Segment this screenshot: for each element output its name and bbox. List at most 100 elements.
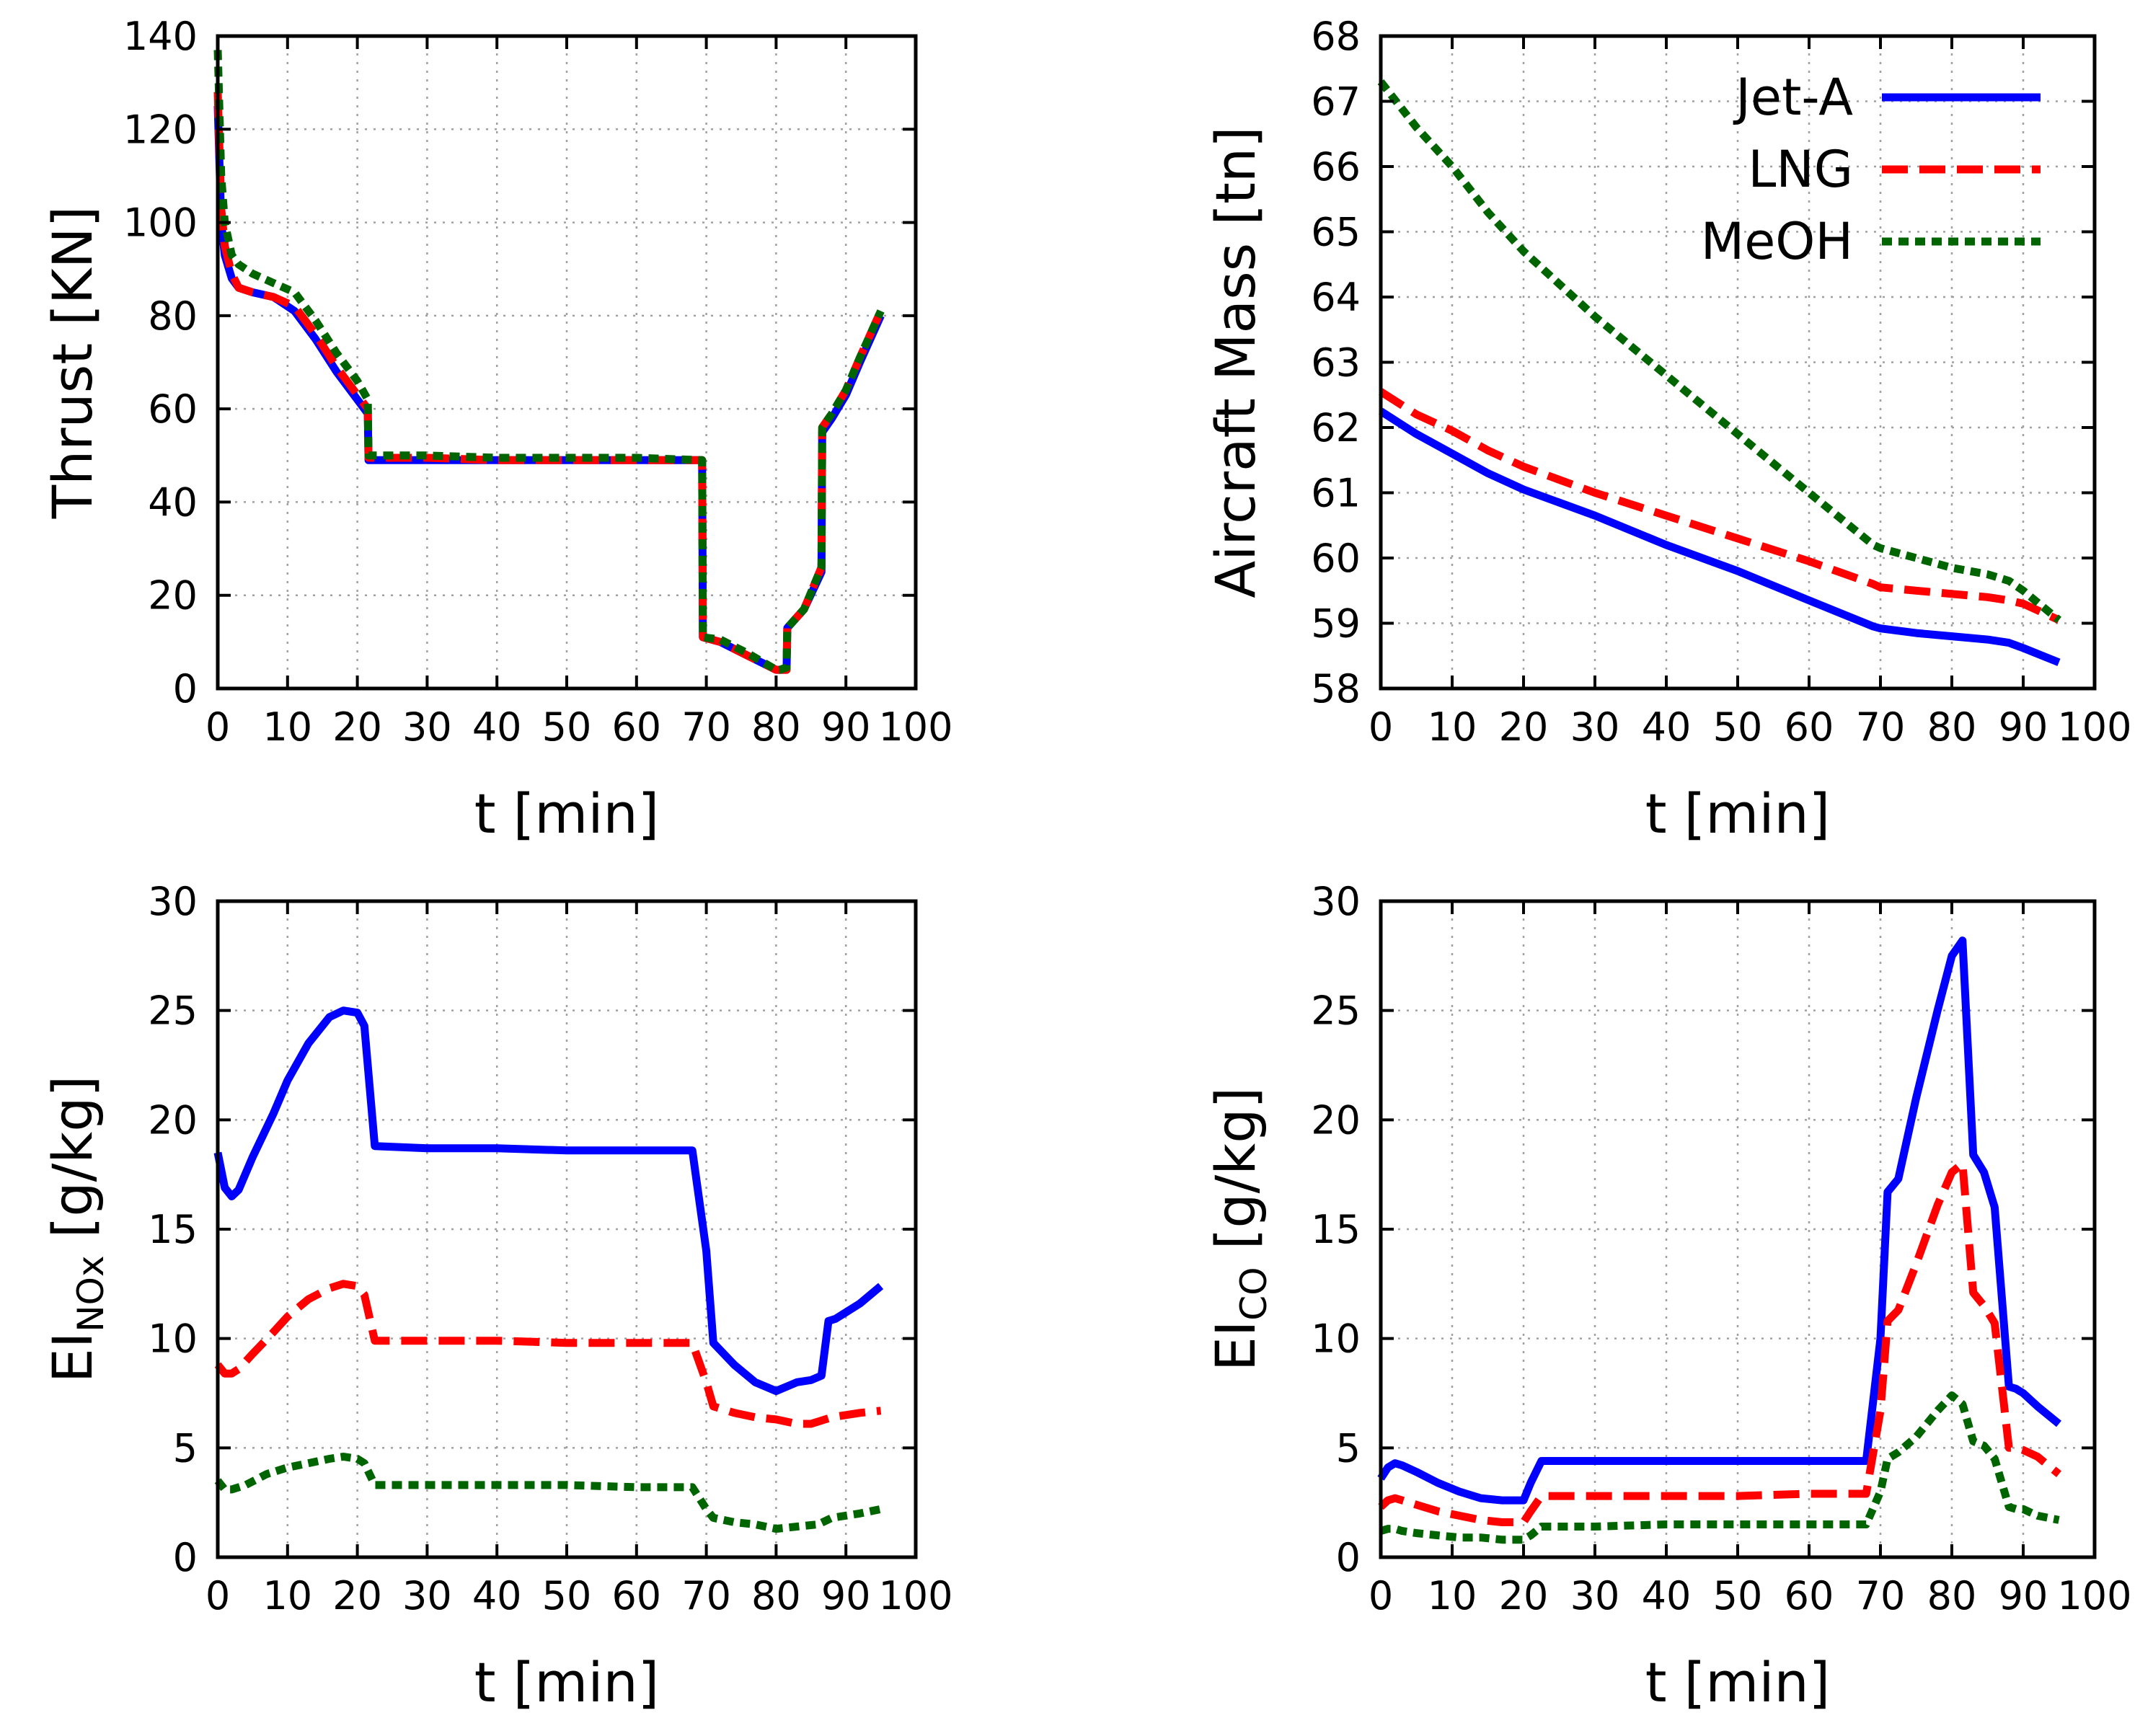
eico-y-tick-label-20: 20 [1311, 1097, 1361, 1143]
mass-series-lng [1379, 388, 2061, 624]
mass-x-tick-label-20: 20 [1499, 704, 1549, 750]
thrust-series-meoh [213, 50, 885, 674]
mass-series-jet-a [1379, 407, 2061, 666]
eico-y-label-space [1203, 1249, 1268, 1267]
thrust-x-tick-label-80: 80 [751, 704, 801, 750]
einox-x-tick-label-70: 70 [681, 1573, 731, 1618]
thrust-x-tick-label-100: 100 [878, 704, 952, 750]
thrust-y-tick-label-60: 60 [148, 386, 198, 432]
ei-co-chart: 0 10 20 30 40 50 60 70 80 90 100 0 5 10 15 20 25 30 t [mi… [1203, 879, 2132, 1714]
legend-label-meoh: MeOH [1701, 212, 1853, 271]
einox-y-tick-label-15: 15 [148, 1207, 198, 1252]
mass-y-tick-label-67: 67 [1311, 79, 1361, 125]
mass-y-tick-label-58: 58 [1311, 666, 1361, 712]
thrust-x-tick-label-20: 20 [332, 704, 382, 750]
einox-y-tick-label-0: 0 [173, 1535, 198, 1580]
eico-series-jet-a [1377, 936, 2061, 1505]
thrust-y-tick-label-0: 0 [173, 666, 198, 712]
einox-y-tick-label-20: 20 [148, 1097, 198, 1143]
mass-y-tick-label-68: 68 [1311, 14, 1361, 59]
eico-x-axis-label: t [min] [1645, 1650, 1831, 1714]
mass-x-tick-label-30: 30 [1570, 704, 1620, 750]
einox-x-tick-label-10: 10 [262, 1573, 312, 1618]
eico-x-tick-label-60: 60 [1785, 1573, 1834, 1618]
einox-x-tick-label-90: 90 [821, 1573, 871, 1618]
einox-y-label-sub: NOx [70, 1255, 112, 1332]
mass-x-tick-label-10: 10 [1428, 704, 1477, 750]
mass-y-tick-label-66: 66 [1311, 144, 1361, 190]
thrust-x-tick-label-40: 40 [472, 704, 522, 750]
thrust-y-tick-label-40: 40 [148, 479, 198, 525]
thrust-y-tick-label-140: 140 [123, 14, 198, 59]
eico-x-tick-label-100: 100 [2057, 1573, 2131, 1618]
thrust-y-tick-label-20: 20 [148, 573, 198, 619]
einox-x-tick-label-80: 80 [751, 1573, 801, 1618]
mass-y-tick-label-60: 60 [1311, 536, 1361, 581]
eico-y-tick-label-25: 25 [1311, 988, 1361, 1034]
legend-label-lng: LNG [1748, 140, 1853, 199]
einox-y-label-main: EI [40, 1332, 105, 1383]
mass-x-tick-label-70: 70 [1856, 704, 1906, 750]
einox-x-tick-label-20: 20 [332, 1573, 382, 1618]
einox-x-tick-label-0: 0 [205, 1573, 230, 1618]
eico-y-tick-label-5: 5 [1336, 1425, 1361, 1471]
eico-x-tick-label-50: 50 [1713, 1573, 1763, 1618]
eico-y-label-sub: CO [1233, 1267, 1275, 1320]
thrust-x-tick-label-50: 50 [542, 704, 592, 750]
einox-x-tick-label-40: 40 [472, 1573, 522, 1618]
eico-x-tick-label-10: 10 [1428, 1573, 1477, 1618]
mass-x-tick-label-90: 90 [1999, 704, 2048, 750]
eico-y-tick-label-0: 0 [1336, 1535, 1361, 1580]
mass-x-tick-label-80: 80 [1927, 704, 1977, 750]
eico-x-tick-label-80: 80 [1927, 1573, 1977, 1618]
einox-y-axis-label: EINOx [g/kg] [40, 1076, 112, 1383]
thrust-x-tick-label-70: 70 [681, 704, 731, 750]
eico-series-lng [1378, 1159, 2061, 1526]
einox-x-tick-label-100: 100 [878, 1573, 952, 1618]
eico-y-label-unit: [g/kg] [1203, 1087, 1268, 1249]
ei-nox-chart: 0 10 20 30 40 50 60 70 80 90 100 0 5 10 15 20 25 30 t [mi… [40, 879, 953, 1714]
thrust-x-tick-label-60: 60 [611, 704, 661, 750]
eico-y-axis-label: EICO [g/kg] [1203, 1087, 1275, 1371]
eico-x-tick-label-30: 30 [1570, 1573, 1620, 1618]
einox-x-tick-label-50: 50 [542, 1573, 592, 1618]
einox-y-tick-label-10: 10 [148, 1316, 198, 1362]
thrust-x-tick-label-30: 30 [402, 704, 452, 750]
eico-y-tick-label-10: 10 [1311, 1316, 1361, 1362]
legend-label-jet-a: Jet-A [1733, 68, 1853, 127]
einox-y-tick-label-30: 30 [148, 879, 198, 924]
mass-y-tick-label-63: 63 [1311, 340, 1361, 386]
eico-y-tick-label-15: 15 [1311, 1207, 1361, 1252]
einox-x-tick-label-60: 60 [611, 1573, 661, 1618]
mass-y-tick-label-64: 64 [1311, 275, 1361, 320]
mass-series-meoh [1377, 79, 2061, 624]
thrust-x-tick-label-0: 0 [205, 704, 230, 750]
einox-y-tick-label-5: 5 [173, 1425, 198, 1471]
mass-y-tick-label-65: 65 [1311, 210, 1361, 255]
mass-x-tick-label-100: 100 [2057, 704, 2131, 750]
einox-x-axis-label: t [min] [474, 1650, 660, 1714]
einox-y-label-unit: [g/kg] [40, 1076, 105, 1238]
mass-x-axis-label: t [min] [1645, 781, 1831, 846]
eico-x-tick-label-0: 0 [1369, 1573, 1393, 1618]
einox-series-meoh [214, 1453, 882, 1533]
eico-x-tick-label-40: 40 [1642, 1573, 1692, 1618]
eico-y-tick-label-30: 30 [1311, 879, 1361, 924]
thrust-y-tick-label-100: 100 [123, 200, 198, 246]
thrust-y-axis-label: Thrust [KN] [40, 206, 105, 520]
thrust-series-lng [213, 92, 885, 674]
mass-x-tick-label-50: 50 [1713, 704, 1763, 750]
mass-x-tick-label-0: 0 [1369, 704, 1393, 750]
einox-y-label-space [40, 1238, 105, 1255]
legend: Jet-A LNG MeOH [1701, 68, 2041, 271]
einox-x-tick-label-30: 30 [402, 1573, 452, 1618]
aircraft-mass-chart: 0 10 20 30 40 50 60 70 80 90 100 58 59 60 61 62 63 64 65 66… [1203, 14, 2132, 846]
thrust-x-axis-label: t [min] [474, 781, 660, 846]
eico-x-tick-label-90: 90 [1999, 1573, 2048, 1618]
eico-x-tick-label-70: 70 [1856, 1573, 1906, 1618]
eico-x-tick-label-20: 20 [1499, 1573, 1549, 1618]
mass-x-tick-label-60: 60 [1785, 704, 1834, 750]
thrust-x-tick-label-90: 90 [821, 704, 871, 750]
thrust-y-tick-label-120: 120 [123, 107, 198, 152]
